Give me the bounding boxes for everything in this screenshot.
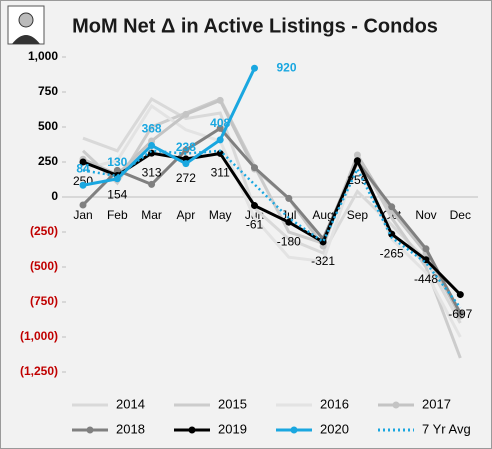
legend-label: 2019 bbox=[218, 421, 247, 436]
marker bbox=[456, 309, 464, 317]
marker bbox=[79, 158, 87, 166]
marker bbox=[285, 194, 293, 202]
marker bbox=[216, 149, 224, 157]
legend-marker bbox=[290, 426, 298, 434]
marker bbox=[251, 164, 258, 172]
chart-title: MoM Net Δ in Active Listings - Condos bbox=[72, 15, 438, 37]
marker bbox=[148, 149, 156, 157]
data-label: 368 bbox=[142, 122, 162, 136]
legend-label: 2014 bbox=[116, 396, 145, 411]
legend-marker bbox=[392, 401, 400, 409]
marker bbox=[216, 124, 224, 132]
x-tick-label: Aug bbox=[312, 208, 333, 222]
data-label: 408 bbox=[210, 116, 230, 130]
marker bbox=[148, 180, 156, 188]
y-tick-label: 250 bbox=[38, 154, 58, 168]
marker bbox=[113, 175, 121, 183]
data-label: -265 bbox=[380, 246, 404, 260]
series-line bbox=[82, 97, 462, 324]
marker bbox=[251, 64, 258, 72]
data-label: -61 bbox=[246, 218, 264, 232]
data-label: 130 bbox=[107, 155, 127, 169]
legend-label: 7 Yr Avg bbox=[422, 421, 471, 436]
marker bbox=[182, 160, 190, 168]
marker bbox=[113, 166, 121, 174]
series-line bbox=[81, 97, 462, 359]
series-line bbox=[81, 126, 462, 314]
data-label: -448 bbox=[414, 272, 438, 286]
marker bbox=[216, 136, 224, 144]
marker bbox=[79, 181, 87, 189]
y-tick-label: 750 bbox=[38, 84, 58, 98]
marker bbox=[456, 291, 464, 299]
y-tick-label: 1,000 bbox=[28, 49, 58, 63]
y-tick-label: (500) bbox=[30, 259, 58, 273]
y-tick-label: 500 bbox=[38, 119, 58, 133]
legend-label: 2018 bbox=[116, 421, 145, 436]
series bbox=[82, 149, 462, 309]
y-tick-label: (250) bbox=[30, 224, 58, 238]
legend-marker bbox=[86, 426, 94, 434]
data-label: 259 bbox=[347, 173, 367, 187]
data-label: 920 bbox=[276, 60, 296, 74]
x-tick-label: Nov bbox=[415, 208, 436, 222]
data-label: 84 bbox=[76, 161, 90, 175]
series: 84 130 368 238 408 920 bbox=[76, 60, 297, 189]
marker bbox=[182, 146, 190, 154]
x-tick-label: Dec bbox=[450, 208, 471, 222]
y-tick-label: (750) bbox=[30, 294, 58, 308]
marker bbox=[388, 203, 396, 211]
legend-label: 2015 bbox=[218, 396, 247, 411]
series-line bbox=[82, 151, 462, 296]
marker bbox=[353, 151, 361, 159]
legend-label: 2017 bbox=[422, 396, 451, 411]
series bbox=[82, 103, 462, 338]
x-tick-label: Jan bbox=[73, 208, 92, 222]
marker bbox=[148, 141, 156, 149]
marker bbox=[251, 202, 258, 210]
marker bbox=[422, 245, 430, 253]
y-tick-label: 0 bbox=[51, 189, 58, 203]
x-tick-label: Feb bbox=[107, 208, 128, 222]
y-tick-label: (1,000) bbox=[20, 329, 58, 343]
x-tick-label: May bbox=[209, 208, 232, 222]
data-label: -697 bbox=[448, 307, 472, 321]
marker bbox=[182, 110, 190, 118]
data-label: 154 bbox=[107, 188, 127, 202]
data-label: 272 bbox=[176, 171, 196, 185]
data-label: -180 bbox=[277, 234, 301, 248]
data-label: -321 bbox=[311, 254, 335, 268]
marker bbox=[79, 201, 87, 209]
data-label: 238 bbox=[176, 140, 196, 154]
x-tick-label: Apr bbox=[177, 208, 196, 222]
legend-marker bbox=[188, 426, 196, 434]
series bbox=[81, 97, 462, 359]
x-tick-label: Mar bbox=[141, 208, 162, 222]
data-label: 311 bbox=[211, 166, 230, 180]
series-line bbox=[82, 103, 462, 338]
data-label: 313 bbox=[142, 165, 162, 179]
series-line bbox=[82, 149, 462, 309]
marker bbox=[353, 157, 361, 165]
x-tick-label: Sep bbox=[347, 208, 369, 222]
y-tick-label: (1,250) bbox=[20, 364, 58, 378]
avatar bbox=[7, 5, 45, 45]
legend-label: 2020 bbox=[320, 421, 349, 436]
marker bbox=[216, 96, 224, 104]
legend-label: 2016 bbox=[320, 396, 349, 411]
series bbox=[82, 97, 462, 324]
series-line bbox=[82, 67, 256, 187]
